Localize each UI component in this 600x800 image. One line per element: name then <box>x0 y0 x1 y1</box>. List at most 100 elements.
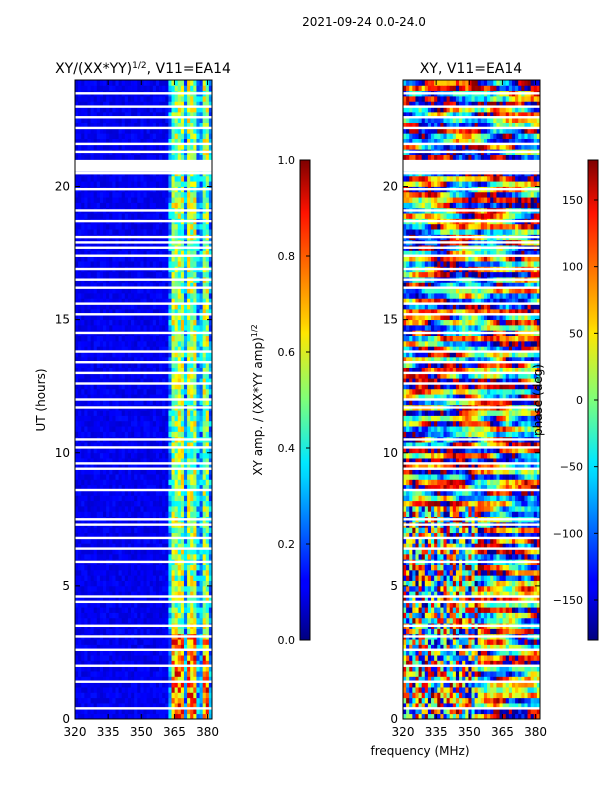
heatmap-cell <box>103 191 107 198</box>
heatmap-cell <box>190 197 194 203</box>
heatmap-cell <box>205 143 210 150</box>
heatmap-cell <box>78 463 82 470</box>
heatmap-cell <box>149 697 154 704</box>
heatmap-cell <box>165 607 169 613</box>
heatmap-cell <box>93 687 98 693</box>
heatmap-cell <box>84 687 88 693</box>
heatmap-cell <box>149 191 154 198</box>
heatmap-cell <box>162 601 166 608</box>
heatmap-cell <box>199 420 204 427</box>
heatmap-cell <box>149 442 154 448</box>
heatmap-cell <box>199 591 204 597</box>
heatmap-cell <box>103 410 107 416</box>
heatmap-cell <box>155 511 160 518</box>
heatmap-cell <box>78 452 82 459</box>
heatmap-cell <box>84 298 88 305</box>
heatmap-cell <box>187 394 191 400</box>
heatmap-cell <box>109 607 113 613</box>
heatmap-cell <box>87 442 91 448</box>
heatmap-cell <box>208 223 212 230</box>
heatmap-cell <box>199 575 204 581</box>
heatmap-cell <box>168 394 172 400</box>
heatmap-cell <box>196 426 200 432</box>
heatmap-cell <box>208 293 212 299</box>
heatmap-cell <box>131 671 135 677</box>
heatmap-cell <box>118 191 123 198</box>
heatmap-cell <box>152 569 157 576</box>
heatmap-cell <box>168 133 172 139</box>
heatmap-cell <box>81 697 85 704</box>
heatmap-cell <box>96 346 101 352</box>
heatmap-cell <box>187 452 191 459</box>
heatmap-cell <box>81 250 85 257</box>
heatmap-cell <box>183 537 188 544</box>
heatmap-cell <box>155 362 160 368</box>
heatmap-cell <box>149 458 154 464</box>
heatmap-cell <box>131 639 135 645</box>
heatmap-cell <box>87 490 91 496</box>
heatmap-cell <box>205 692 210 699</box>
heatmap-cell <box>90 191 95 198</box>
heatmap-cell <box>193 644 197 651</box>
heatmap-cell <box>146 202 151 209</box>
heatmap-cell <box>99 697 104 704</box>
heatmap-cell <box>155 223 160 230</box>
heatmap-cell <box>127 617 132 624</box>
heatmap-cell <box>90 154 95 161</box>
heatmap-cell <box>99 468 104 475</box>
heatmap-cell <box>159 223 163 230</box>
heatmap-cell <box>168 474 172 480</box>
heatmap-cell <box>112 564 116 571</box>
heatmap-cell <box>208 356 212 363</box>
heatmap-cell <box>96 388 101 395</box>
heatmap-cell <box>183 394 188 400</box>
heatmap-cell <box>112 340 116 347</box>
heatmap-cell <box>152 399 157 406</box>
heatmap-cell <box>121 591 126 597</box>
heatmap-cell <box>180 655 185 661</box>
heatmap-cell <box>187 426 191 432</box>
heatmap-cell <box>124 527 129 534</box>
heatmap-cell <box>96 484 101 491</box>
heatmap-cell <box>103 500 107 507</box>
heatmap-cell <box>196 692 200 699</box>
heatmap-cell <box>140 154 144 161</box>
heatmap-cell <box>174 660 179 667</box>
heatmap-cell <box>162 319 166 326</box>
heatmap-cell <box>103 223 107 230</box>
heatmap-cell <box>137 127 141 134</box>
heatmap-cell <box>81 271 85 278</box>
heatmap-cell <box>75 490 79 496</box>
heatmap-cell <box>159 388 163 395</box>
heatmap-cell <box>96 127 101 134</box>
heatmap-cell <box>183 468 188 475</box>
heatmap-cell <box>196 133 200 139</box>
heatmap-cell <box>168 537 172 544</box>
heatmap-cell <box>208 474 212 480</box>
heatmap-cell <box>199 175 204 182</box>
heatmap-cell <box>121 356 126 363</box>
heatmap-cell <box>134 133 138 139</box>
heatmap-cell <box>205 697 210 704</box>
heatmap-cell <box>134 665 138 672</box>
heatmap-cell <box>84 111 88 118</box>
heatmap-cell <box>190 298 194 305</box>
heatmap-cell <box>149 463 154 470</box>
heatmap-cell <box>193 495 197 502</box>
heatmap-cell <box>84 692 88 699</box>
heatmap-cell <box>121 713 126 719</box>
heatmap-cell <box>177 282 182 289</box>
heatmap-cell <box>118 665 123 672</box>
heatmap-cell <box>183 553 188 560</box>
heatmap-cell <box>93 442 98 448</box>
heatmap-cell <box>152 197 157 203</box>
heatmap-cell <box>152 143 157 150</box>
heatmap-cell <box>78 442 82 448</box>
heatmap-cell <box>174 394 179 400</box>
heatmap-cell <box>190 175 194 182</box>
heatmap-cell <box>118 564 123 571</box>
heatmap-cell <box>131 532 135 539</box>
heatmap-cell <box>152 378 157 384</box>
heatmap-cell <box>127 655 132 661</box>
heatmap-cell <box>152 261 157 267</box>
